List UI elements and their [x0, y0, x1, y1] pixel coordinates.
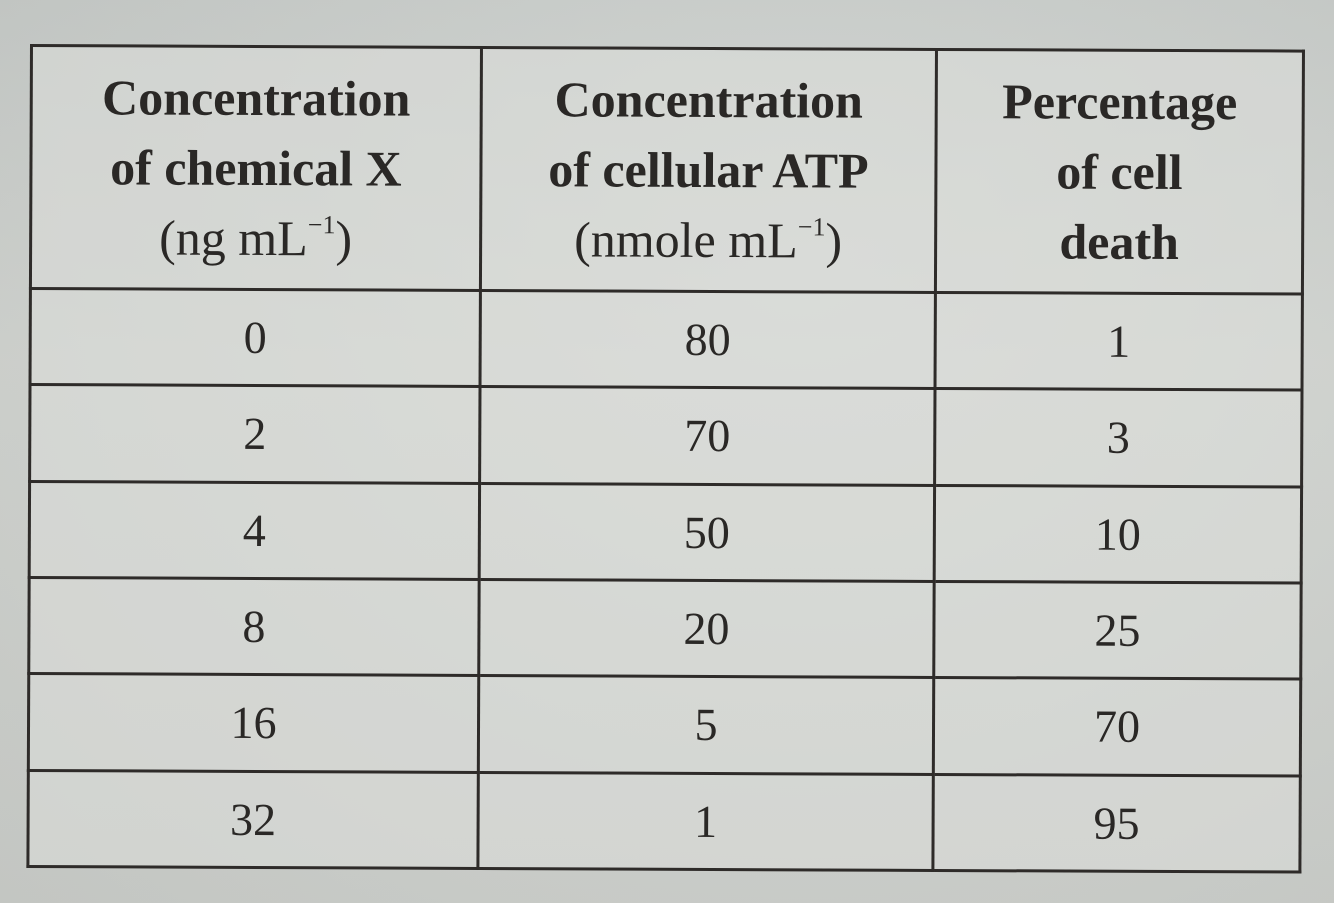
table-cell: 70: [933, 677, 1301, 776]
unit-base: (nmole mL: [574, 211, 798, 269]
header-chemical-concentration: Concentration of chemical X (ng mL−1): [30, 45, 482, 291]
header-unit: (nmole mL−1): [482, 204, 934, 276]
data-table: Concentration of chemical X (ng mL−1) Co…: [26, 44, 1305, 874]
table-cell: 4: [29, 481, 480, 580]
header-line: of cellular ATP: [548, 141, 869, 199]
table-cell: 5: [478, 675, 934, 775]
table-cell: 1: [935, 292, 1303, 391]
table-cell: 10: [934, 485, 1302, 584]
header-line: Concentration: [554, 71, 864, 129]
table-row: 16 5 70: [28, 673, 1301, 776]
table-cell: 2: [29, 384, 481, 484]
table-row: 32 1 95: [27, 770, 1301, 873]
header-cell-death-percentage: Percentage of cell death: [935, 49, 1304, 295]
data-table-container: Concentration of chemical X (ng mL−1) Co…: [26, 44, 1305, 874]
unit-exponent: −1: [307, 210, 336, 240]
table-row: 0 80 1: [30, 288, 1303, 391]
table-row: 4 50 10: [29, 481, 1302, 584]
table-cell: 16: [28, 673, 479, 773]
header-line: Concentration: [101, 69, 411, 127]
unit-close: ): [335, 210, 353, 267]
header-line: death: [1059, 213, 1180, 271]
table-cell: 80: [480, 290, 936, 389]
table-cell: 70: [479, 386, 936, 486]
header-line: Percentage: [1002, 73, 1238, 131]
table-cell: 20: [478, 579, 935, 678]
header-atp-concentration: Concentration of cellular ATP (nmole mL−…: [480, 47, 937, 293]
table-cell: 32: [27, 770, 479, 869]
unit-close: ): [825, 212, 843, 269]
table-row: 8 20 25: [28, 577, 1302, 680]
unit-base: (ng mL: [159, 209, 308, 267]
table-cell: 95: [932, 774, 1301, 873]
table-cell: 50: [479, 483, 935, 582]
header-unit: (ng mL−1): [32, 202, 479, 274]
table-cell: 8: [28, 577, 480, 676]
table-cell: 0: [30, 288, 481, 387]
table-row: 2 70 3: [29, 384, 1303, 487]
header-line: of cell: [1056, 143, 1183, 201]
header-row: Concentration of chemical X (ng mL−1) Co…: [30, 45, 1304, 295]
table-cell: 1: [477, 772, 934, 871]
header-line: of chemical X: [110, 139, 402, 197]
table-cell: 25: [933, 581, 1302, 680]
unit-exponent: −1: [797, 212, 826, 242]
table-cell: 3: [934, 388, 1303, 487]
